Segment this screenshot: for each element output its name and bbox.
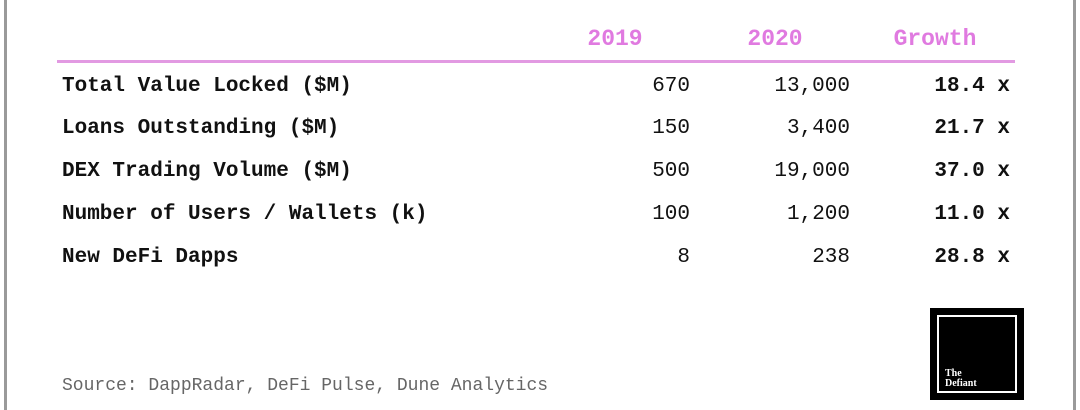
row-label: Loans Outstanding ($M)	[62, 117, 340, 140]
column-header: Growth	[893, 26, 977, 52]
value-2020: 1,200	[786, 203, 850, 226]
row-label: Total Value Locked ($M)	[62, 75, 352, 98]
logo-text: Defiant	[945, 378, 977, 389]
value-2019: 8	[677, 246, 690, 269]
value-2020: 19,000	[774, 160, 850, 183]
value-2019: 670	[652, 75, 690, 98]
value-2019: 500	[652, 160, 690, 183]
value-2020: 13,000	[774, 75, 850, 98]
row-label: Number of Users / Wallets (k)	[62, 203, 428, 226]
column-header: 2019	[587, 26, 643, 52]
growth-value: 11.0 x	[934, 203, 1010, 226]
value-2019: 150	[652, 117, 690, 140]
row-label: DEX Trading Volume ($M)	[62, 160, 352, 183]
value-2020: 3,400	[786, 117, 850, 140]
column-header: 2020	[747, 26, 803, 52]
growth-value: 21.7 x	[934, 117, 1010, 140]
growth-value: 37.0 x	[934, 160, 1010, 183]
source-note: Source: DappRadar, DeFi Pulse, Dune Anal…	[62, 376, 549, 396]
logo: The Defiant	[930, 308, 1024, 400]
header-rule	[57, 60, 1015, 63]
frame-edge	[1073, 0, 1076, 410]
logo-text: The	[945, 368, 962, 379]
value-2019: 100	[652, 203, 690, 226]
value-2020: 238	[812, 246, 850, 269]
growth-value: 18.4 x	[934, 75, 1010, 98]
row-label: New DeFi Dapps	[62, 246, 239, 269]
growth-value: 28.8 x	[934, 246, 1010, 269]
frame-edge	[4, 0, 7, 410]
logo-frame: The Defiant	[937, 315, 1017, 393]
